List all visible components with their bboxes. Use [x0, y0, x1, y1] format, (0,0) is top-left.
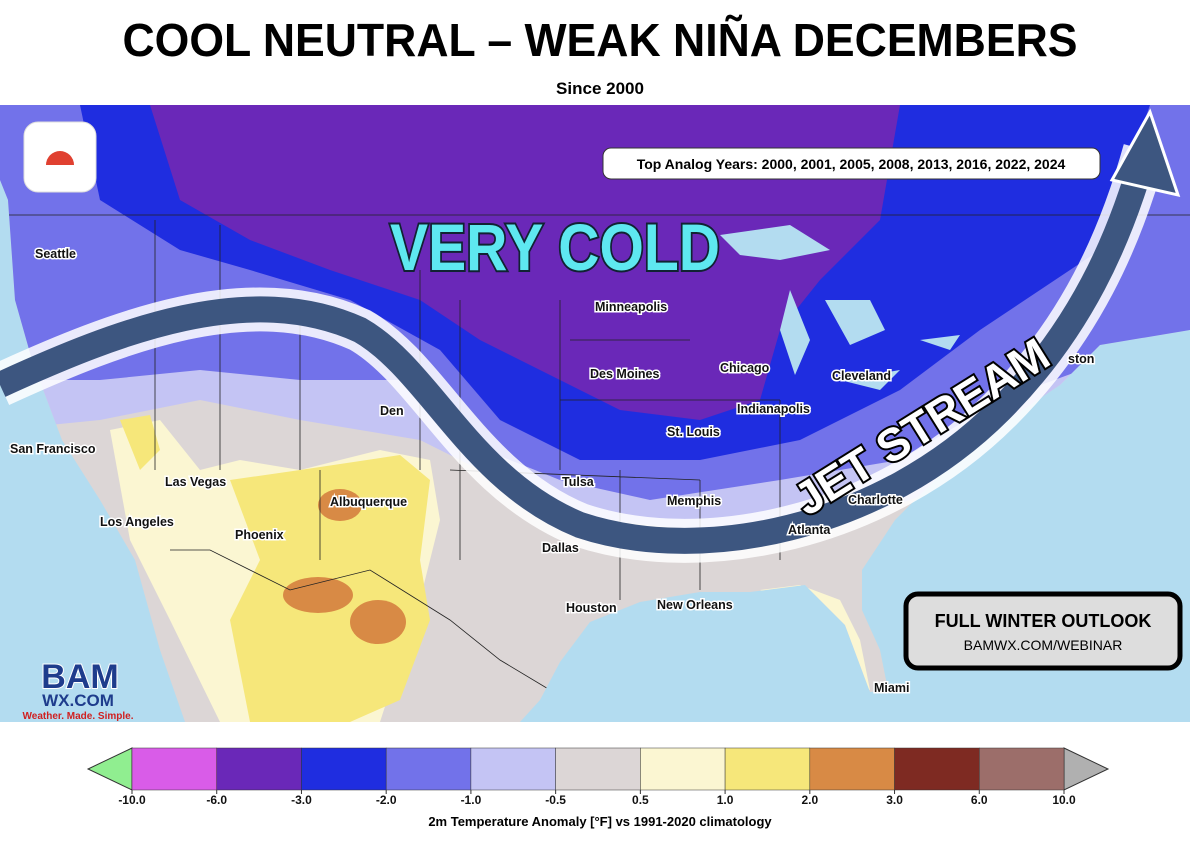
- colorbar-tick-label: -1.0: [461, 793, 482, 807]
- colorbar-tick-label: -6.0: [206, 793, 227, 807]
- city: Phoenix: [235, 528, 284, 542]
- colorbar-tick-label: 6.0: [971, 793, 988, 807]
- jet-stream-arrowhead: [1109, 108, 1181, 198]
- colorbar-tick-label: 1.0: [717, 793, 734, 807]
- logo-name: BAM: [41, 658, 118, 696]
- city: Indianapolis: [737, 402, 810, 416]
- city: Atlanta: [788, 523, 831, 537]
- title: COOL NEUTRAL – WEAK NIÑA DECEMBERS: [123, 14, 1078, 66]
- city: St. Louis: [667, 425, 720, 439]
- city: New Orleans: [657, 598, 733, 612]
- cities: Seattle San Francisco Las Vegas Los Ange…: [9, 246, 1096, 697]
- city: ston: [1068, 352, 1094, 366]
- promo-box: [903, 591, 1183, 671]
- colorbar-segment: [979, 747, 1065, 791]
- logo-tagline: Weather. Made. Simple.: [23, 711, 134, 722]
- jet-stream: [0, 146, 1158, 554]
- city: Charlotte: [848, 493, 903, 507]
- colorbar-label: 2m Temperature Anomaly [°F] vs 1991-2020…: [428, 814, 772, 829]
- city: Cleveland: [832, 369, 891, 383]
- city: Miami: [874, 681, 909, 695]
- logo-domain: WX.COM: [42, 691, 114, 710]
- colorbar-extend-high: [1063, 747, 1110, 791]
- anomaly-region: [350, 600, 406, 644]
- colorbar-segment: [640, 747, 726, 791]
- colorbar: -10.0 -6.0 -3.0 -2.0 -1.0 -0.5 0.5 1.0 2.0 3.0 6.0…: [86, 747, 1110, 807]
- great-lakes: [720, 225, 960, 390]
- city: Albuquerque: [330, 495, 407, 509]
- city: Minneapolis: [595, 300, 667, 314]
- colorbar-segment: [809, 747, 895, 791]
- colorbar-tick-label: 10.0: [1052, 793, 1076, 807]
- analog-box: [602, 147, 1101, 180]
- city: Dallas: [542, 541, 579, 555]
- colorbar-tick-label: -10.0: [118, 793, 146, 807]
- colorbar-tick-label: 2.0: [801, 793, 818, 807]
- colorbar-tick-label: 3.0: [886, 793, 903, 807]
- colorbar-tick-label: -0.5: [545, 793, 566, 807]
- colorbar-tick-label: -3.0: [291, 793, 312, 807]
- colorbar-segment: [216, 747, 302, 791]
- promo-url: BAMWX.COM/WEBINAR: [964, 637, 1123, 653]
- anomaly-region: [150, 105, 900, 420]
- city: Houston: [566, 601, 617, 615]
- promo-title: FULL WINTER OUTLOOK: [935, 611, 1152, 631]
- colorbar-segment: [724, 747, 811, 791]
- anomaly-region: [283, 577, 353, 613]
- colorbar-extend-low: [86, 747, 133, 791]
- anomaly-region: [760, 585, 870, 690]
- city: Memphis: [667, 494, 721, 508]
- app-icon-horizon: [30, 165, 90, 187]
- city: Den: [380, 404, 404, 418]
- colorbar-segment: [301, 747, 387, 791]
- city: Las Vegas: [165, 475, 226, 489]
- analog-years: Top Analog Years: 2000, 2001, 2005, 2008…: [637, 156, 1066, 172]
- anomaly-region: [318, 489, 362, 521]
- colorbar-segment: [555, 747, 641, 791]
- colorbar-segment: [385, 747, 472, 791]
- colorbar-segment: [894, 747, 980, 791]
- colorbar-segment: [470, 747, 556, 791]
- anomaly-region: [120, 415, 160, 470]
- colorbar-segment: [131, 747, 217, 791]
- city: Chicago: [720, 361, 770, 375]
- city: Tulsa: [562, 475, 595, 489]
- very-cold-label: VERY COLD: [390, 210, 720, 284]
- colorbar-tick-label: 0.5: [632, 793, 649, 807]
- city: Seattle: [35, 247, 76, 261]
- map: [0, 105, 1190, 722]
- subtitle: Since 2000: [556, 79, 644, 98]
- city: San Francisco: [10, 442, 96, 456]
- colorbar-tick-label: -2.0: [376, 793, 397, 807]
- city: Des Moines: [590, 367, 660, 381]
- city: Los Angeles: [100, 515, 174, 529]
